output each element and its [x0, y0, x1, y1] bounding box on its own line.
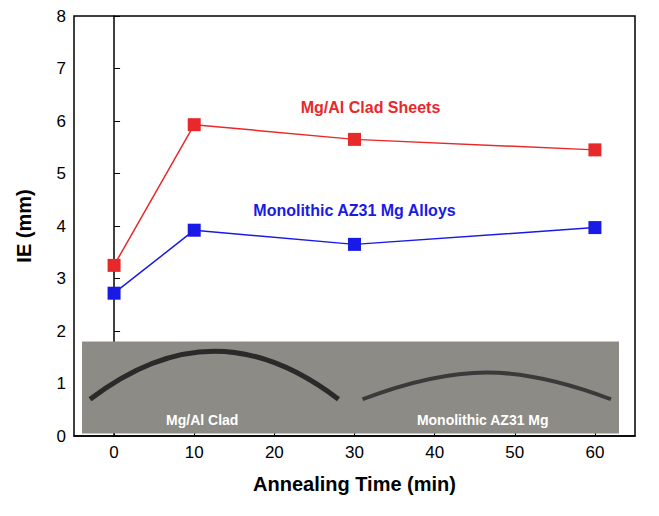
svg-text:Monolithic AZ31 Mg: Monolithic AZ31 Mg: [417, 412, 549, 428]
svg-text:4: 4: [57, 217, 66, 236]
svg-text:40: 40: [425, 443, 444, 462]
svg-text:5: 5: [57, 164, 66, 183]
svg-text:Annealing Time (min): Annealing Time (min): [253, 473, 456, 495]
svg-text:2: 2: [57, 322, 66, 341]
svg-text:50: 50: [505, 443, 524, 462]
svg-text:6: 6: [57, 112, 66, 131]
svg-text:IE (mm): IE (mm): [13, 189, 35, 262]
svg-text:30: 30: [345, 443, 364, 462]
svg-text:0: 0: [57, 427, 66, 446]
svg-text:10: 10: [185, 443, 204, 462]
svg-text:3: 3: [57, 269, 66, 288]
svg-text:0: 0: [109, 443, 118, 462]
svg-text:60: 60: [585, 443, 604, 462]
svg-text:20: 20: [265, 443, 284, 462]
svg-text:Mg/Al Clad: Mg/Al Clad: [166, 412, 238, 428]
svg-text:Mg/Al Clad Sheets: Mg/Al Clad Sheets: [301, 99, 441, 116]
svg-text:Monolithic AZ31 Mg Alloys: Monolithic AZ31 Mg Alloys: [253, 202, 455, 219]
svg-text:7: 7: [57, 59, 66, 78]
svg-text:8: 8: [57, 7, 66, 26]
svg-text:1: 1: [57, 374, 66, 393]
